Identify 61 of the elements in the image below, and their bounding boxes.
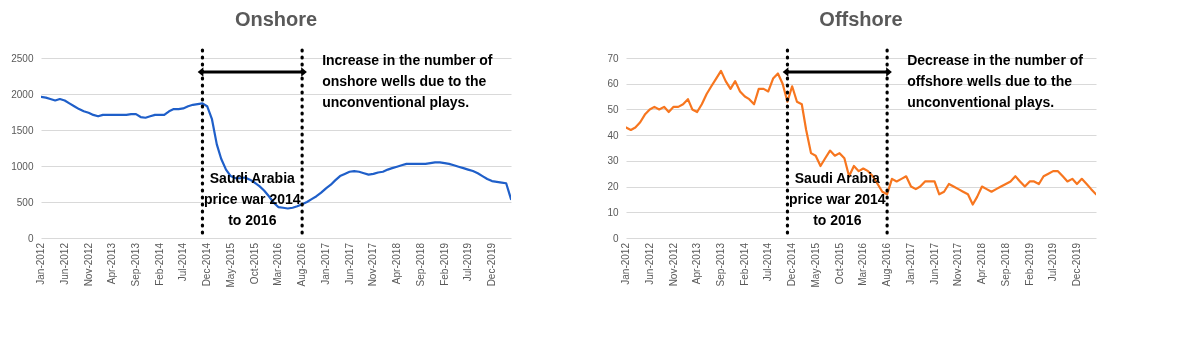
x-tick-label: Mar-2016	[857, 242, 869, 286]
y-tick-label: 0	[27, 232, 34, 244]
x-tick-label: Nov-2012	[82, 242, 94, 287]
annotation: Saudi Arabia price war 2014 to 2016	[204, 170, 301, 228]
x-tick-label: Sep-2018	[999, 242, 1011, 287]
y-tick-label: 40	[607, 129, 619, 141]
x-tick-label: Dec-2019	[1070, 242, 1082, 287]
x-tick-label: Sep-2013	[715, 242, 726, 287]
y-tick-label: 0	[612, 232, 619, 244]
x-tick-label: Feb-2014	[738, 242, 750, 286]
x-tick-label: Jan-2017	[320, 242, 331, 285]
x-tick-label: Jul-2014	[762, 242, 774, 282]
x-tick-label: Jun-2012	[58, 242, 70, 285]
x-tick-label: Mar-2016	[272, 242, 284, 286]
line-series	[626, 69, 1096, 206]
chart-title: Onshore	[234, 8, 318, 31]
y-tick-label: 1500	[11, 124, 34, 136]
annotation: Decrease in the number of offshore wells due to the unconventional plays.	[907, 52, 1084, 110]
y-tick-label: 20	[607, 181, 619, 193]
y-tick-label: 50	[607, 103, 619, 115]
x-tick-label: Jun-2017	[928, 242, 940, 285]
x-tick-label: Oct-2015	[248, 242, 260, 285]
x-tick-label: Sep-2013	[130, 242, 141, 287]
x-tick-label: Jun-2017	[343, 242, 355, 285]
x-tick-label: Sep-2018	[414, 242, 426, 287]
x-tick-label: Nov-2012	[667, 242, 679, 287]
y-tick-label: 2500	[11, 52, 34, 64]
chart-title: Offshore	[819, 8, 903, 31]
x-tick-label: Dec-2014	[201, 242, 213, 287]
x-tick-label: Jul-2019	[462, 242, 474, 282]
y-tick-label: 500	[16, 196, 34, 208]
x-tick-label: Dec-2019	[485, 242, 497, 287]
x-tick-label: Jul-2014	[177, 242, 189, 282]
x-tick-label: May-2015	[224, 242, 236, 288]
x-tick-label: Feb-2019	[1023, 242, 1035, 286]
x-tick-label: Jan-2017	[904, 242, 916, 285]
x-tick-label: Feb-2019	[438, 242, 450, 286]
x-tick-label: Nov-2017	[952, 242, 964, 287]
x-tick-label: Jan-2012	[620, 242, 631, 285]
annotation: Increase in the number of onshore wells due to the unconventional plays.	[322, 52, 493, 110]
y-tick-label: 30	[607, 155, 619, 167]
y-tick-label: 70	[607, 52, 619, 64]
x-tick-label: Jul-2019	[1047, 242, 1059, 282]
x-tick-label: Aug-2016	[881, 242, 893, 287]
x-tick-label: Apr-2018	[975, 242, 987, 285]
x-tick-label: Dec-2014	[786, 242, 798, 287]
x-tick-label: Jan-2012	[35, 242, 46, 285]
x-tick-label: Aug-2016	[296, 242, 308, 287]
y-tick-label: 10	[607, 206, 619, 218]
x-tick-label: Oct-2015	[833, 242, 845, 285]
y-tick-label: 1000	[11, 160, 34, 172]
x-tick-label: Jun-2012	[643, 242, 655, 285]
x-tick-label: May-2015	[809, 242, 821, 288]
x-tick-label: Nov-2017	[367, 242, 379, 287]
y-tick-label: 2000	[11, 88, 34, 100]
x-tick-label: Feb-2014	[153, 242, 165, 286]
x-tick-label: Apr-2013	[691, 242, 703, 285]
y-tick-label: 60	[607, 78, 619, 90]
line-series	[41, 95, 511, 210]
x-tick-label: Apr-2018	[390, 242, 402, 285]
x-tick-label: Apr-2013	[106, 242, 118, 285]
